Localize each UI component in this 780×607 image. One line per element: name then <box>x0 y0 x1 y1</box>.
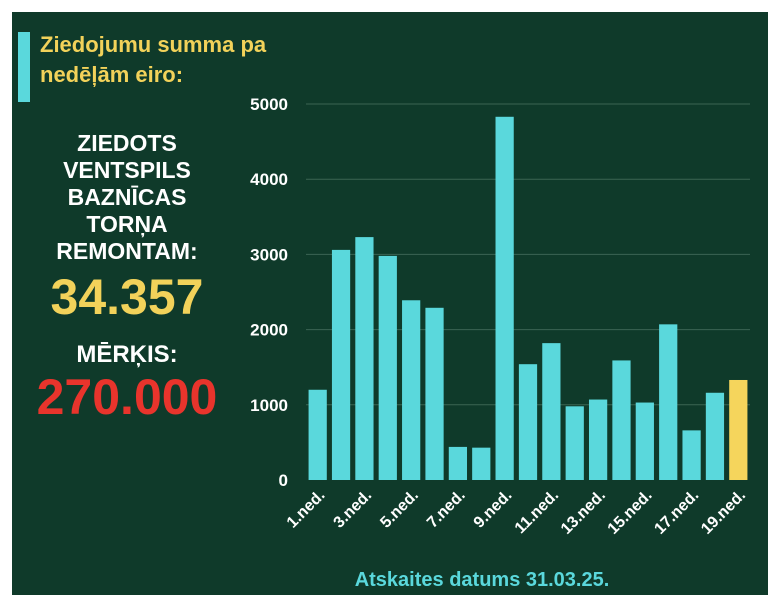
bar <box>472 447 491 480</box>
goal-label: MĒRĶIS: <box>76 341 178 368</box>
bar <box>378 255 397 480</box>
x-tick-label: 17.ned. <box>651 487 702 538</box>
bar <box>659 324 678 480</box>
x-tick-label: 5.ned. <box>377 487 422 532</box>
x-tick-label: 11.ned. <box>512 487 562 537</box>
legend-swatch <box>18 32 30 102</box>
x-tick-label: 9.ned. <box>471 487 516 532</box>
report-date: Atskaites datums 31.03.25. <box>354 569 610 591</box>
bar <box>565 406 584 480</box>
bar <box>425 307 444 480</box>
x-tick-label: 3.ned. <box>331 487 376 532</box>
bar <box>635 402 654 480</box>
y-tick-label: 1000 <box>250 396 288 415</box>
y-tick-label: 5000 <box>250 95 288 114</box>
x-tick-label: 13.ned. <box>558 487 609 538</box>
y-tick-label: 0 <box>279 471 288 490</box>
x-tick-label: 15.ned. <box>605 487 656 538</box>
infographic-card: Ziedojumu summa pa nedēļām eiro: ZIEDOTS… <box>12 12 768 595</box>
bar <box>495 116 514 480</box>
bar <box>705 392 725 480</box>
chart-title: Ziedojumu summa pa nedēļām eiro: <box>40 32 267 87</box>
donated-amount: 34.357 <box>50 269 204 325</box>
y-tick-label: 4000 <box>250 170 288 189</box>
bar <box>355 237 374 480</box>
x-tick-label: 19.ned. <box>698 487 749 538</box>
y-tick-label: 3000 <box>250 245 288 264</box>
y-tick-label: 2000 <box>250 321 288 340</box>
bar <box>308 389 327 480</box>
bar-chart: 0 1000 2000 3000 4000 5000 1.ned. 3.ned. 5.ned. 7… <box>250 95 750 538</box>
bar <box>542 343 561 480</box>
bar <box>331 249 351 480</box>
bar <box>612 360 631 480</box>
bar <box>402 300 421 480</box>
x-tick-label: 7.ned. <box>424 487 469 532</box>
goal-amount: 270.000 <box>36 369 218 425</box>
bar <box>729 379 748 480</box>
bar <box>448 446 468 480</box>
x-tick-label: 1.ned. <box>284 487 329 532</box>
bar <box>588 399 608 480</box>
summary-panel: ZIEDOTS VENTSPILS BAZNĪCAS TORŅA REMONTA… <box>12 130 242 425</box>
bar <box>518 364 538 480</box>
donated-label: ZIEDOTS VENTSPILS BAZNĪCAS TORŅA REMONTA… <box>56 130 198 264</box>
bar <box>682 430 701 480</box>
